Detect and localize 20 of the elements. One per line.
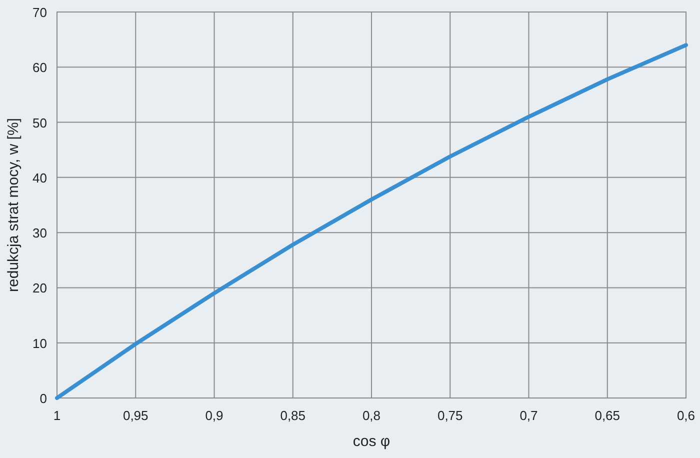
- x-tick-label: 0,85: [280, 408, 306, 423]
- x-tick-label: 0,65: [594, 408, 620, 423]
- line-series: [55, 43, 688, 400]
- x-tick-label: 0,95: [122, 408, 148, 423]
- x-axis-title: cos φ: [352, 433, 390, 450]
- x-tick-label: 0,75: [437, 408, 463, 423]
- y-tick-label: 50: [32, 115, 47, 130]
- y-tick-label: 0: [40, 391, 47, 406]
- x-tick-label: 0,9: [205, 408, 224, 423]
- y-tick-label: 10: [32, 336, 47, 351]
- y-tick-label: 20: [32, 280, 47, 296]
- y-tick-label: 30: [32, 226, 47, 241]
- y-tick-label: 60: [32, 60, 47, 76]
- x-tick-label: 1: [53, 408, 61, 423]
- y-tick-label: 70: [32, 5, 47, 20]
- y-tick-label: 40: [32, 170, 47, 186]
- x-tick-label: 0,8: [362, 408, 381, 423]
- x-tick-label: 0,7: [520, 408, 538, 423]
- x-tick-label: 0,6: [676, 408, 696, 423]
- y-axis-title: redukcja strat mocy, w [%]: [5, 118, 22, 292]
